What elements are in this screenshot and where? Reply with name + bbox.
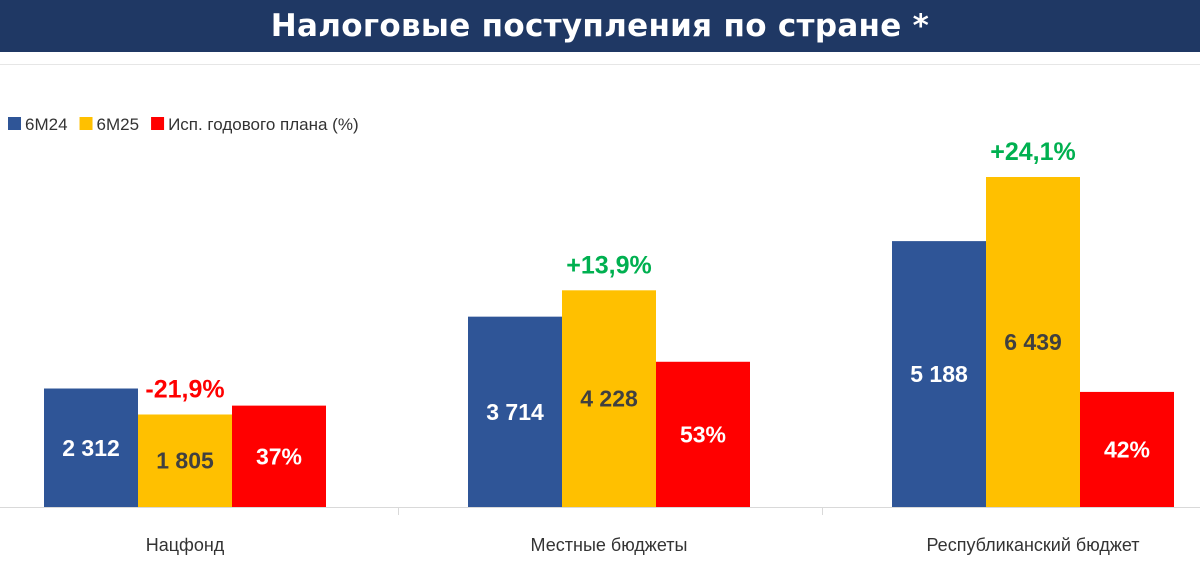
change-label: +24,1% — [990, 138, 1076, 166]
legend-label: Исп. годового плана (%) — [168, 115, 359, 134]
legend-label: 6М25 — [97, 115, 140, 134]
data-label: 1 805 — [156, 448, 214, 474]
data-label: 3 714 — [486, 399, 544, 425]
legend-swatch — [79, 117, 93, 130]
data-label: 4 228 — [580, 386, 638, 412]
bar — [892, 241, 986, 507]
category-label: Нацфонд — [146, 535, 225, 555]
change-label: -21,9% — [145, 375, 224, 403]
change-label: +13,9% — [566, 251, 652, 279]
legend-label: 6М24 — [25, 115, 68, 134]
legend-swatch — [8, 117, 21, 130]
bar — [986, 177, 1080, 507]
data-label: 2 312 — [62, 435, 120, 461]
data-label: 53% — [680, 421, 726, 447]
title-divider — [0, 64, 1200, 65]
bar — [562, 290, 656, 507]
category-label: Республиканский бюджет — [926, 535, 1139, 555]
data-label: 37% — [256, 443, 302, 469]
data-label: 5 188 — [910, 361, 968, 387]
legend-swatch — [151, 117, 165, 130]
data-label: 6 439 — [1004, 329, 1062, 355]
bar — [1080, 391, 1174, 507]
category-label: Местные бюджеты — [531, 535, 688, 555]
bar — [138, 414, 232, 507]
bar — [656, 361, 750, 507]
chart-title: Налоговые поступления по стране * — [0, 0, 1200, 52]
bar — [44, 388, 138, 507]
bar — [232, 405, 326, 507]
data-label: 42% — [1104, 436, 1150, 462]
bar — [468, 316, 562, 507]
